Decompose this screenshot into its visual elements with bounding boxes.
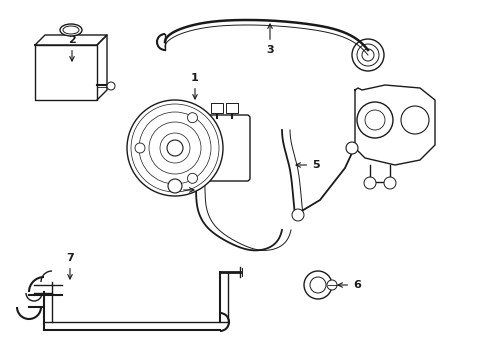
Text: 5: 5 [295,160,319,170]
Polygon shape [354,85,434,165]
Text: 6: 6 [337,280,360,290]
Circle shape [187,173,197,183]
Text: 4: 4 [170,185,194,195]
Ellipse shape [63,26,79,34]
Circle shape [167,140,183,156]
Circle shape [304,271,331,299]
Circle shape [326,280,336,290]
Circle shape [127,100,223,196]
Circle shape [107,82,115,90]
Circle shape [168,179,182,193]
Circle shape [291,209,304,221]
Ellipse shape [60,24,82,36]
Circle shape [356,102,392,138]
Circle shape [400,106,428,134]
Circle shape [383,177,395,189]
FancyBboxPatch shape [35,45,97,100]
FancyBboxPatch shape [203,115,249,181]
Circle shape [187,113,197,123]
Text: 2: 2 [68,35,76,61]
FancyBboxPatch shape [210,103,223,113]
Circle shape [346,142,357,154]
Circle shape [135,143,145,153]
Text: 7: 7 [66,253,74,279]
Text: 3: 3 [265,24,273,55]
FancyBboxPatch shape [225,103,238,113]
Circle shape [363,177,375,189]
Text: 1: 1 [191,73,199,99]
